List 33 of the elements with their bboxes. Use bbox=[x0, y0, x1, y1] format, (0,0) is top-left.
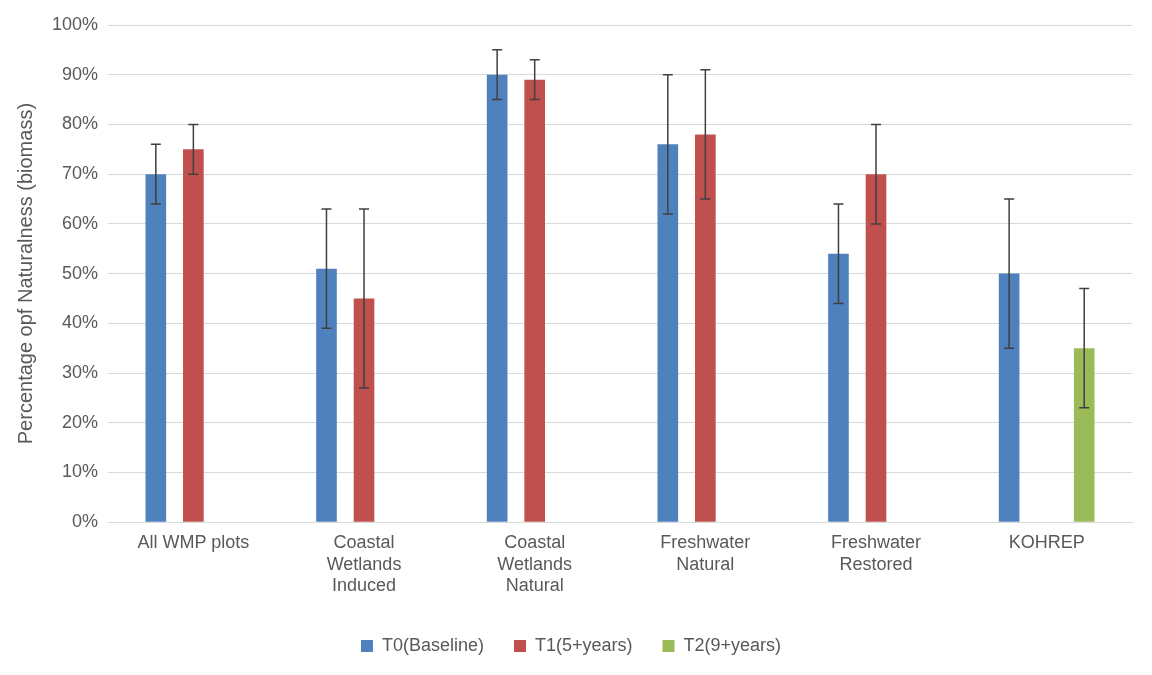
legend-label: T2(9+years) bbox=[683, 634, 782, 655]
x-tick-label: Coastal Wetlands Natural bbox=[497, 531, 573, 596]
bar bbox=[183, 149, 204, 522]
bar bbox=[353, 298, 375, 522]
bar bbox=[1073, 348, 1095, 522]
y-tick-label: 10% bbox=[62, 461, 99, 482]
x-tick-label: KOHREP bbox=[1008, 531, 1085, 552]
x-tick-label: Freshwater Natural bbox=[660, 531, 751, 574]
y-tick-label: 40% bbox=[62, 312, 99, 333]
bar bbox=[865, 174, 887, 522]
bar bbox=[695, 134, 716, 522]
y-tick-label: 0% bbox=[72, 511, 99, 532]
x-tick-label: Freshwater Restored bbox=[830, 531, 922, 574]
y-tick-label: 30% bbox=[62, 362, 99, 383]
y-tick-label: 50% bbox=[62, 262, 99, 283]
legend-label: T1(5+years) bbox=[534, 634, 633, 655]
y-tick-label: 100% bbox=[51, 13, 99, 34]
bar bbox=[657, 144, 679, 522]
bar bbox=[145, 174, 167, 522]
y-axis-title: Percentage opf Naturalness (biomass) bbox=[13, 102, 36, 445]
x-tick-label: All WMP plots bbox=[137, 531, 250, 552]
y-tick-label: 90% bbox=[62, 63, 99, 84]
y-tick-label: 20% bbox=[62, 411, 99, 432]
legend-label: T0(Baseline) bbox=[381, 634, 484, 655]
bar bbox=[316, 268, 337, 522]
y-tick-label: 70% bbox=[62, 163, 99, 184]
bar bbox=[828, 253, 849, 522]
bar bbox=[486, 74, 508, 522]
y-tick-label: 80% bbox=[62, 113, 99, 134]
bar bbox=[524, 79, 546, 522]
x-tick-label: Coastal Wetlands Induced bbox=[326, 531, 402, 596]
y-tick-label: 60% bbox=[62, 212, 99, 233]
bar bbox=[998, 273, 1020, 522]
